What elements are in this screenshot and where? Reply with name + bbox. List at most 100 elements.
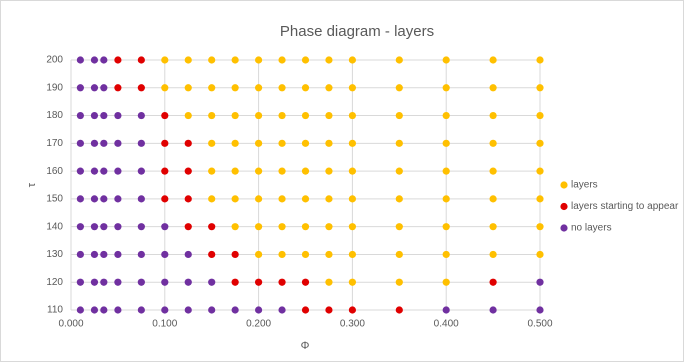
point bbox=[100, 195, 108, 203]
point bbox=[231, 167, 239, 175]
point bbox=[208, 56, 216, 64]
point bbox=[208, 278, 216, 286]
y-tick-label: 110 bbox=[47, 305, 63, 316]
point bbox=[395, 250, 403, 259]
point bbox=[395, 195, 403, 203]
y-tick-label: 150 bbox=[46, 194, 63, 205]
point bbox=[161, 306, 169, 314]
point bbox=[208, 223, 216, 231]
point bbox=[255, 167, 263, 175]
point bbox=[184, 306, 192, 314]
point bbox=[114, 139, 122, 147]
point bbox=[325, 167, 333, 175]
point bbox=[76, 84, 84, 92]
point bbox=[536, 306, 544, 314]
point bbox=[255, 195, 263, 203]
point bbox=[114, 250, 122, 259]
point bbox=[442, 306, 450, 314]
point bbox=[90, 223, 99, 231]
point bbox=[100, 278, 108, 286]
point bbox=[325, 111, 333, 120]
legend-marker bbox=[560, 181, 568, 189]
point bbox=[114, 111, 122, 120]
point bbox=[184, 56, 192, 64]
point bbox=[301, 250, 310, 259]
x-tick-label: 0.400 bbox=[434, 319, 459, 330]
point bbox=[536, 84, 544, 92]
point bbox=[184, 195, 192, 203]
point bbox=[137, 278, 145, 286]
point bbox=[442, 278, 450, 286]
point bbox=[395, 56, 403, 64]
point bbox=[442, 250, 450, 259]
point bbox=[325, 84, 333, 92]
point bbox=[184, 278, 192, 286]
point bbox=[137, 139, 145, 147]
point bbox=[90, 139, 99, 147]
point bbox=[278, 223, 286, 231]
point bbox=[100, 139, 108, 147]
point bbox=[348, 111, 356, 120]
point bbox=[137, 195, 145, 203]
x-tick-label: 0.100 bbox=[152, 319, 177, 330]
point bbox=[137, 250, 145, 259]
y-tick-label: 160 bbox=[46, 166, 63, 177]
point bbox=[395, 139, 403, 147]
point bbox=[536, 278, 544, 286]
point bbox=[536, 167, 544, 175]
point bbox=[489, 306, 497, 314]
point bbox=[100, 56, 108, 64]
point bbox=[114, 167, 122, 175]
point bbox=[442, 84, 450, 92]
point bbox=[100, 84, 108, 92]
point bbox=[442, 111, 450, 120]
point bbox=[231, 139, 239, 147]
point bbox=[90, 56, 99, 64]
point bbox=[255, 278, 263, 286]
y-tick-label: 140 bbox=[46, 221, 63, 232]
point bbox=[395, 306, 403, 314]
y-axis-label: τ bbox=[26, 182, 38, 187]
point bbox=[301, 111, 310, 120]
point bbox=[325, 250, 333, 259]
point bbox=[90, 84, 99, 92]
point bbox=[231, 56, 239, 64]
point bbox=[301, 278, 310, 286]
point bbox=[301, 195, 310, 203]
point bbox=[278, 167, 286, 175]
point bbox=[255, 56, 263, 64]
point bbox=[231, 250, 239, 259]
point bbox=[76, 139, 84, 147]
point bbox=[325, 223, 333, 231]
point bbox=[442, 195, 450, 203]
point bbox=[161, 111, 169, 120]
point bbox=[90, 306, 99, 314]
point bbox=[395, 84, 403, 92]
point bbox=[489, 195, 497, 203]
y-tick-label: 130 bbox=[46, 249, 63, 260]
point bbox=[348, 250, 356, 259]
point bbox=[231, 111, 239, 120]
legend-marker bbox=[560, 202, 568, 211]
point bbox=[348, 223, 356, 231]
point bbox=[161, 250, 169, 259]
y-tick-label: 120 bbox=[46, 277, 63, 288]
point bbox=[90, 278, 99, 286]
point bbox=[255, 139, 263, 147]
point bbox=[208, 139, 216, 147]
point bbox=[137, 306, 145, 314]
point bbox=[536, 223, 544, 231]
point bbox=[442, 167, 450, 175]
point bbox=[208, 84, 216, 92]
point bbox=[442, 139, 450, 147]
point bbox=[184, 250, 192, 259]
point bbox=[255, 84, 263, 92]
point bbox=[348, 306, 356, 314]
x-tick-label: 0.500 bbox=[527, 319, 552, 330]
point bbox=[325, 306, 333, 314]
point bbox=[100, 111, 108, 120]
chart-title: Phase diagram - layers bbox=[280, 23, 434, 40]
point bbox=[114, 84, 122, 92]
point bbox=[536, 250, 544, 259]
point bbox=[301, 223, 310, 231]
